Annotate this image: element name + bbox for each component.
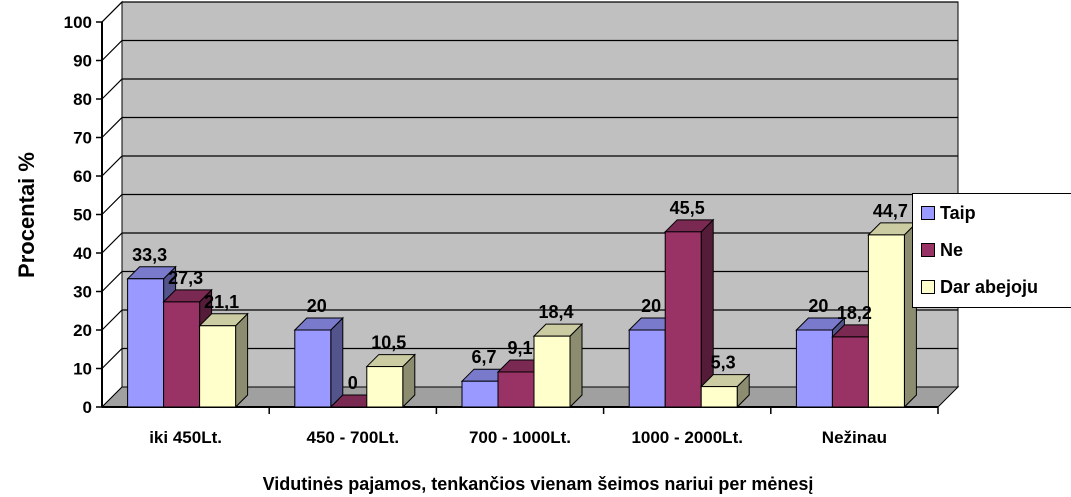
data-label: 20 bbox=[808, 296, 828, 316]
bar-side bbox=[235, 312, 249, 409]
data-label: 20 bbox=[307, 296, 327, 316]
gridline bbox=[101, 193, 958, 215]
x-tick-label: Nežinau bbox=[822, 428, 887, 447]
bar-front bbox=[533, 335, 571, 408]
x-tick-label: 700 - 1000Lt. bbox=[469, 428, 571, 447]
legend-label-taip: Taip bbox=[940, 202, 976, 223]
bar-front bbox=[366, 366, 404, 408]
data-label: 5,3 bbox=[711, 353, 736, 373]
legend-item-ne: Ne bbox=[921, 240, 963, 260]
data-label: 20 bbox=[641, 296, 661, 316]
data-label: 33,3 bbox=[132, 245, 167, 265]
y-tick-label: 60 bbox=[73, 167, 92, 186]
bar-front bbox=[163, 301, 201, 408]
gridline bbox=[101, 78, 958, 100]
bars bbox=[126, 218, 918, 409]
bar-side bbox=[569, 322, 583, 409]
data-labels: 33,327,321,1 20 0 10,5 6,7 9,1 18,4 20 45,5 5,3 20… bbox=[132, 198, 908, 393]
y-tick-label: 10 bbox=[73, 360, 92, 379]
bar-front bbox=[497, 371, 535, 408]
bar-front bbox=[461, 380, 499, 408]
gridline bbox=[101, 1, 958, 23]
y-tick-label: 100 bbox=[64, 13, 92, 32]
bar-dar-abejoju bbox=[532, 322, 584, 409]
data-label: 44,7 bbox=[873, 201, 908, 221]
bar-front bbox=[294, 329, 332, 408]
y-tick-label: 90 bbox=[73, 52, 92, 71]
legend-swatch-ne bbox=[921, 243, 935, 257]
data-label: 21,1 bbox=[204, 292, 239, 312]
bar-ne bbox=[663, 218, 715, 409]
y-tick-label: 30 bbox=[73, 283, 92, 302]
bar-front bbox=[628, 329, 666, 408]
y-tick-label: 20 bbox=[73, 321, 92, 340]
bar-front bbox=[127, 278, 165, 408]
bar-front bbox=[664, 231, 702, 408]
bar-front bbox=[795, 329, 833, 408]
data-label: 9,1 bbox=[507, 338, 532, 358]
y-tick-label: 80 bbox=[73, 90, 92, 109]
y-axis-title: Procentai % bbox=[14, 152, 39, 278]
data-label: 45,5 bbox=[670, 198, 705, 218]
legend-item-dar-abejoju: Dar abejoju bbox=[921, 277, 1038, 297]
x-tick-label: iki 450Lt. bbox=[149, 428, 222, 447]
y-tick-label: 40 bbox=[73, 244, 92, 263]
y-tick-labels: 0 10 20 30 40 50 60 70 80 90 100 bbox=[64, 13, 92, 417]
gridline bbox=[101, 39, 958, 61]
x-axis-title: Vidutinės pajamos, tenkančios vienam šei… bbox=[263, 474, 814, 494]
data-label: 18,4 bbox=[538, 302, 573, 322]
x-tick-label: 450 - 700Lt. bbox=[306, 428, 399, 447]
gridline bbox=[101, 116, 958, 138]
bar-taip bbox=[293, 316, 345, 409]
bar-front bbox=[700, 386, 738, 408]
legend-swatch-dar-abejoju bbox=[921, 280, 935, 294]
data-label: 6,7 bbox=[471, 347, 496, 367]
bar-side bbox=[330, 316, 344, 409]
bar-dar-abejoju bbox=[365, 353, 417, 409]
x-tick-label: 1000 - 2000Lt. bbox=[631, 428, 743, 447]
y-tick-label: 50 bbox=[73, 206, 92, 225]
data-label: 10,5 bbox=[371, 333, 406, 353]
legend-label-ne: Ne bbox=[940, 239, 964, 260]
bar-front bbox=[867, 234, 905, 408]
legend-label-dar-abejoju: Dar abejoju bbox=[940, 276, 1039, 297]
y-tick-label: 70 bbox=[73, 129, 92, 148]
x-tick-labels: iki 450Lt. 450 - 700Lt. 700 - 1000Lt. 1000 … bbox=[149, 428, 887, 447]
gridline bbox=[101, 155, 958, 177]
legend: Taip Ne Dar abejoju bbox=[912, 193, 1071, 308]
data-label: 27,3 bbox=[168, 268, 203, 288]
bar-dar-abejoju bbox=[699, 373, 751, 409]
legend-item-taip: Taip bbox=[921, 203, 976, 223]
legend-swatch-taip bbox=[921, 206, 935, 220]
bar-front bbox=[199, 325, 237, 408]
data-label: 18,2 bbox=[837, 303, 872, 323]
bar-dar-abejoju bbox=[198, 312, 249, 409]
data-label: 0 bbox=[348, 373, 358, 393]
bar-front bbox=[831, 336, 869, 408]
y-tick-label: 0 bbox=[83, 398, 92, 417]
bar-dar-abejoju bbox=[867, 221, 918, 409]
